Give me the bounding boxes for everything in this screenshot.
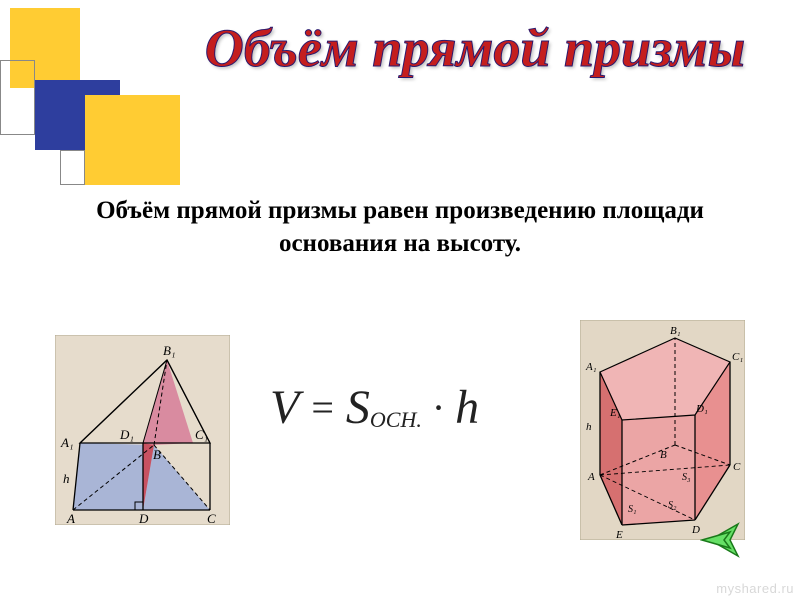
label-r-E1: E₁: [609, 407, 621, 419]
decor-outline-1: [0, 60, 35, 135]
label-r-A: A: [587, 471, 595, 483]
label-r-B1: B₁: [670, 325, 681, 337]
label-D1: D₁: [119, 427, 134, 442]
label-B: B: [153, 447, 161, 462]
decor-outline-2: [60, 150, 85, 185]
theorem-text: Объём прямой призмы равен произведению п…: [60, 195, 740, 260]
prism-left-svg: A D C B A₁ D₁ C₁ B₁ h: [55, 335, 230, 525]
label-r-D: D: [691, 524, 700, 536]
title-block: Объём прямой призмы: [180, 20, 770, 77]
watermark-text: myshared.ru: [716, 581, 794, 596]
prism-figure-left: A D C B A₁ D₁ C₁ B₁ h: [55, 335, 230, 530]
subtitle-block: Объём прямой призмы равен произведению п…: [60, 195, 740, 260]
label-A: A: [66, 511, 75, 525]
page-title: Объём прямой призмы: [180, 20, 770, 77]
prism-right-svg: A E D C B A₁ E₁ D₁ C₁ B₁ S₁ S₂ S₃ h: [580, 320, 745, 540]
label-r-S1: S₁: [628, 504, 636, 515]
formula-V: V: [270, 380, 299, 435]
label-D: D: [138, 511, 149, 525]
arrow-left-icon: [700, 520, 740, 560]
label-B1: B₁: [163, 343, 175, 358]
decor-yellow-2: [85, 95, 180, 185]
label-r-C: C: [733, 461, 741, 473]
volume-formula: V = SОСН. · h: [270, 380, 479, 435]
label-A1: A₁: [60, 435, 73, 450]
label-r-S2: S₂: [668, 500, 677, 511]
label-r-h: h: [586, 421, 592, 433]
label-r-S3: S₃: [682, 472, 691, 483]
formula-h: h: [455, 380, 479, 435]
formula-eq: =: [311, 384, 334, 431]
label-r-A1: A₁: [585, 361, 597, 373]
label-C1: C₁: [195, 427, 208, 442]
formula-sub: ОСН.: [370, 407, 422, 432]
prev-slide-button[interactable]: [700, 520, 740, 565]
label-C: C: [207, 511, 216, 525]
label-h: h: [63, 471, 70, 486]
label-r-E: E: [615, 529, 623, 540]
label-r-C1: C₁: [732, 351, 743, 363]
label-r-D1: D₁: [695, 403, 708, 415]
formula-S: S: [346, 380, 370, 435]
label-r-B: B: [660, 449, 667, 461]
prism-figure-right: A E D C B A₁ E₁ D₁ C₁ B₁ S₁ S₂ S₃ h: [580, 320, 745, 545]
formula-dot: ·: [432, 384, 445, 431]
